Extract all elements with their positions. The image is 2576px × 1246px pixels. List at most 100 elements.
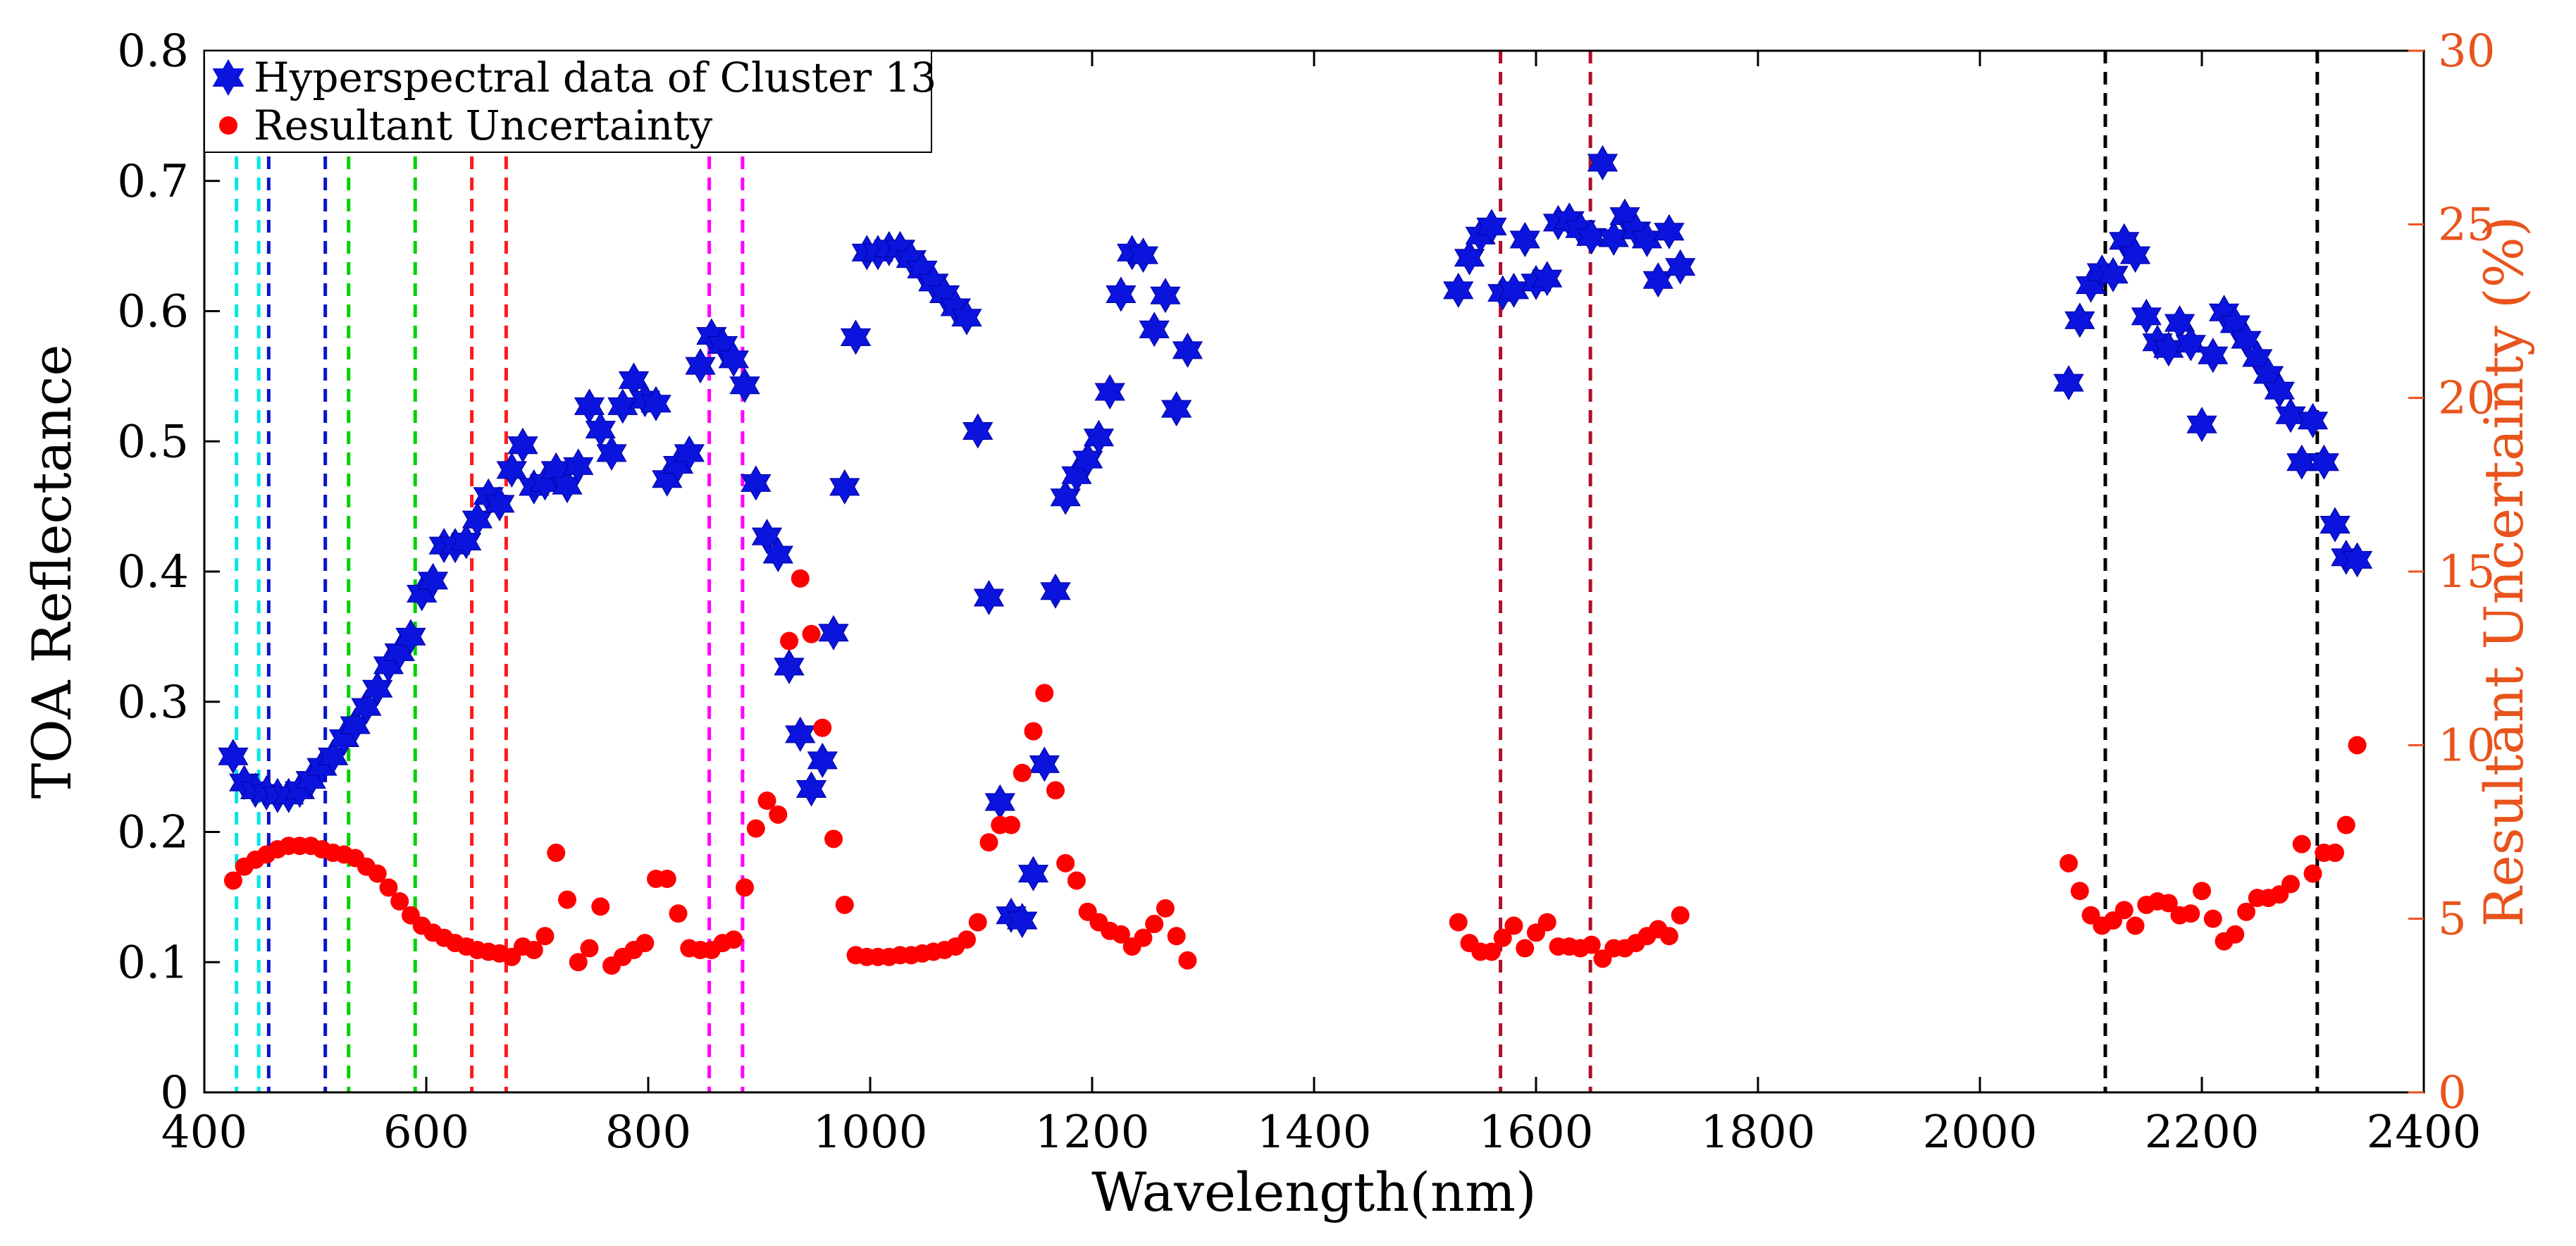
- y-tick-label: 0.7: [117, 156, 189, 208]
- y2-tick-label: 15: [2438, 546, 2495, 598]
- hyperspectral-point: [1040, 573, 1071, 609]
- y2-tick-label: 25: [2438, 199, 2495, 251]
- y-tick-label: 0.5: [117, 416, 189, 468]
- legend-box: [204, 50, 932, 153]
- hyperspectral-point: [2320, 507, 2351, 543]
- uncertainty-point: [1156, 899, 1175, 918]
- legend-star-marker: [212, 59, 244, 96]
- uncertainty-point: [1516, 939, 1535, 958]
- uncertainty-point: [1145, 915, 1164, 934]
- hyperspectral-point: [596, 435, 627, 471]
- uncertainty-point: [2237, 902, 2255, 921]
- y2-tick-label: 5: [2438, 894, 2467, 946]
- hyperspectral-point: [417, 562, 449, 598]
- uncertainty-point: [2070, 882, 2089, 901]
- axis-ticks: 400 600 800 1000 1200 1400 1600 1800 2000 2200 240…: [117, 25, 2495, 1159]
- hyperspectral-point: [729, 367, 760, 403]
- uncertainty-point: [1504, 916, 1523, 935]
- x-tick-label: 1800: [1701, 1106, 1816, 1159]
- x-tick-label: 2200: [2145, 1106, 2260, 1159]
- hyperspectral-point: [674, 435, 705, 471]
- hyperspectral-point: [818, 615, 849, 650]
- hyperspectral-point: [840, 319, 872, 355]
- y2-axis-title: Resultant Uncertainty (%): [2472, 216, 2535, 927]
- hyperspectral-point: [1161, 391, 1192, 427]
- y-tick-label: 0.3: [117, 677, 189, 729]
- x-tick-label: 400: [161, 1106, 247, 1159]
- x-tick-label: 800: [605, 1106, 691, 1159]
- uncertainty-point: [524, 941, 543, 960]
- hyperspectral-point: [1094, 374, 1125, 410]
- hyperspectral-point: [962, 413, 993, 449]
- x-tick-label: 2000: [1923, 1106, 2038, 1159]
- series-uncertainty: [223, 569, 2367, 975]
- hyperspectral-point: [1476, 209, 1507, 245]
- y2-tick-label: 20: [2438, 373, 2495, 425]
- y-tick-label: 0: [160, 1067, 189, 1119]
- uncertainty-point: [968, 913, 987, 932]
- uncertainty-point: [791, 569, 810, 588]
- uncertainty-point: [757, 791, 776, 810]
- hyperspectral-point: [807, 742, 838, 778]
- uncertainty-point: [1493, 928, 1512, 947]
- uncertainty-point: [2114, 901, 2134, 920]
- uncertainty-point: [2281, 875, 2300, 894]
- uncertainty-point: [1002, 815, 1021, 834]
- uncertainty-point: [368, 864, 387, 883]
- hyperspectral-point: [640, 385, 671, 421]
- hyperspectral-point: [1454, 240, 1485, 276]
- uncertainty-point: [1067, 871, 1086, 890]
- uncertainty-point: [1582, 935, 1601, 954]
- x-tick-label: 1400: [1257, 1106, 1372, 1159]
- uncertainty-point: [1660, 927, 1678, 946]
- hyperspectral-point: [951, 300, 982, 335]
- uncertainty-point: [736, 878, 755, 897]
- legend-label-hyperspectral: Hyperspectral data of Cluster 13: [254, 54, 936, 101]
- uncertainty-point: [547, 844, 566, 863]
- uncertainty-point: [979, 833, 998, 852]
- x-tick-label: 1600: [1479, 1106, 1594, 1159]
- uncertainty-point: [2060, 853, 2078, 872]
- hyperspectral-point: [1083, 419, 1115, 455]
- hyperspectral-point: [507, 427, 538, 463]
- hyperspectral-point: [2053, 365, 2084, 401]
- hyperspectral-point: [2175, 326, 2206, 362]
- hyperspectral-point: [741, 465, 772, 501]
- uncertainty-point: [1024, 722, 1043, 741]
- uncertainty-point: [1134, 928, 1153, 947]
- uncertainty-point: [669, 904, 688, 923]
- hyperspectral-point: [1509, 221, 1540, 257]
- uncertainty-point: [2181, 904, 2200, 923]
- x-tick-label: 600: [383, 1106, 469, 1159]
- uncertainty-point: [1056, 853, 1075, 872]
- hyperspectral-point: [218, 739, 249, 775]
- uncertainty-point: [1537, 913, 1556, 932]
- hyperspectral-point: [1532, 261, 1563, 297]
- hyperspectral-point: [1139, 312, 1170, 347]
- hyperspectral-point: [2286, 444, 2317, 480]
- hyperspectral-point: [1050, 479, 1081, 515]
- uncertainty-point: [2303, 864, 2322, 883]
- y2-tick-label: 10: [2438, 720, 2495, 772]
- uncertainty-point: [958, 930, 977, 949]
- uncertainty-point: [1671, 906, 1690, 925]
- uncertainty-point: [390, 892, 409, 911]
- hyperspectral-point: [718, 341, 749, 377]
- y-tick-label: 0.1: [117, 937, 189, 989]
- hyperspectral-point: [2119, 238, 2151, 273]
- hyperspectral-point: [2308, 444, 2339, 480]
- hyperspectral-point: [685, 348, 716, 384]
- hyperspectral-point: [1665, 249, 1696, 285]
- x-tick-label: 1000: [813, 1106, 928, 1159]
- legend-label-uncertainty: Resultant Uncertainty: [254, 101, 713, 149]
- uncertainty-point: [580, 939, 599, 958]
- uncertainty-point: [1035, 684, 1054, 703]
- uncertainty-point: [835, 895, 854, 914]
- uncertainty-point: [780, 631, 799, 650]
- hyperspectral-point: [2275, 397, 2306, 433]
- uncertainty-point: [1482, 942, 1501, 961]
- x-tick-label: 2400: [2367, 1106, 2482, 1159]
- uncertainty-point: [2336, 815, 2355, 834]
- uncertainty-point: [1178, 951, 1197, 970]
